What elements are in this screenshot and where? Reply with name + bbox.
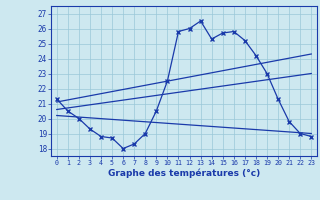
X-axis label: Graphe des températures (°c): Graphe des températures (°c): [108, 169, 260, 178]
